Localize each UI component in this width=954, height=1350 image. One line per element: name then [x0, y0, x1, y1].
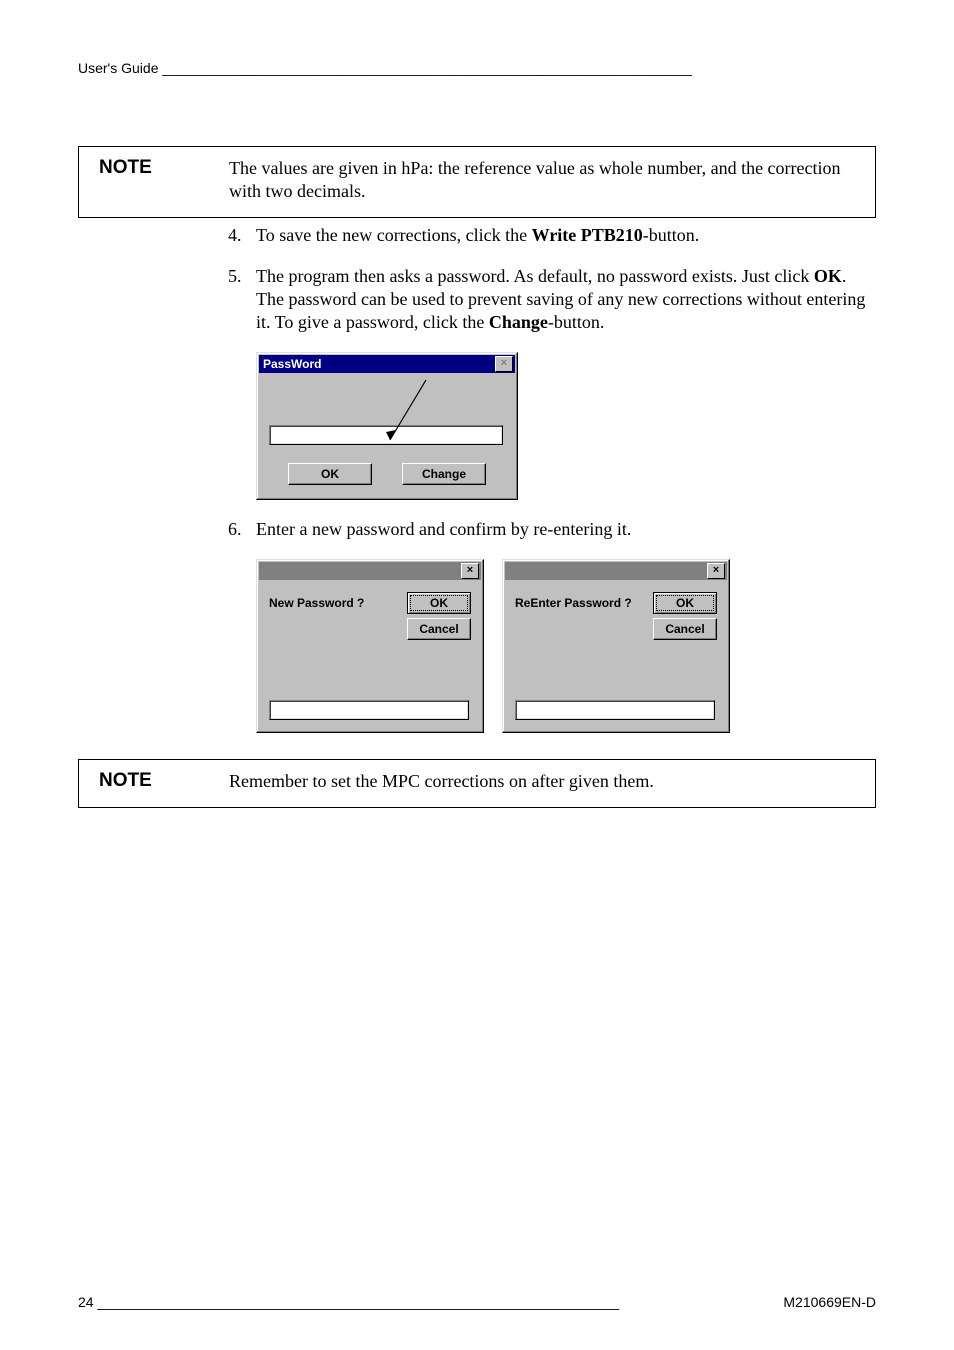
- step-6: 6. Enter a new password and confirm by r…: [228, 518, 876, 541]
- step-text: The program then asks a password. As def…: [256, 266, 814, 286]
- page-header: User's Guide ___________________________…: [78, 60, 876, 76]
- write-ptb210-ref: Write PTB210: [532, 225, 643, 245]
- close-icon[interactable]: ×: [461, 563, 479, 579]
- ok-button[interactable]: OK: [653, 592, 717, 614]
- password-input[interactable]: [269, 425, 503, 445]
- ok-button[interactable]: OK: [288, 463, 372, 485]
- step-text-post: -button.: [548, 312, 605, 332]
- reenter-password-label: ReEnter Password ?: [515, 592, 632, 610]
- new-password-label: New Password ?: [269, 592, 364, 610]
- note-label: NOTE: [93, 157, 229, 203]
- new-password-dialog: × New Password ? OK Cancel: [256, 559, 484, 733]
- step-4: 4. To save the new corrections, click th…: [228, 224, 876, 247]
- dialog-titlebar: PassWord ×: [259, 355, 515, 373]
- step-text: Enter a new password and confirm by re-e…: [256, 519, 631, 539]
- cancel-button[interactable]: Cancel: [653, 618, 717, 640]
- ok-ref: OK: [814, 266, 842, 286]
- new-password-input[interactable]: [269, 700, 469, 720]
- step-number: 4.: [228, 224, 242, 247]
- note-text: Remember to set the MPC corrections on a…: [229, 770, 654, 793]
- dialog-title: PassWord: [263, 357, 321, 371]
- cancel-button[interactable]: Cancel: [407, 618, 471, 640]
- dialog-titlebar: ×: [505, 562, 727, 580]
- close-icon[interactable]: ×: [707, 563, 725, 579]
- step-number: 5.: [228, 265, 242, 288]
- change-ref: Change: [489, 312, 548, 332]
- reenter-password-dialog: × ReEnter Password ? OK Cancel: [502, 559, 730, 733]
- step-number: 6.: [228, 518, 242, 541]
- close-icon[interactable]: ×: [495, 356, 513, 372]
- doc-id: M210669EN-D: [783, 1294, 876, 1310]
- step-5: 5. The program then asks a password. As …: [228, 265, 876, 334]
- step-text-post: -button.: [643, 225, 700, 245]
- ok-button[interactable]: OK: [407, 592, 471, 614]
- page-number: 24 _____________________________________…: [78, 1294, 619, 1310]
- password-dialog: PassWord × OK Change: [256, 352, 518, 500]
- dialog-titlebar: ×: [259, 562, 481, 580]
- note-text: The values are given in hPa: the referen…: [229, 157, 861, 203]
- change-button[interactable]: Change: [402, 463, 486, 485]
- note-label: NOTE: [93, 770, 229, 793]
- reenter-password-input[interactable]: [515, 700, 715, 720]
- note-box-1: NOTE The values are given in hPa: the re…: [78, 146, 876, 218]
- note-box-2: NOTE Remember to set the MPC corrections…: [78, 759, 876, 808]
- step-text: To save the new corrections, click the: [256, 225, 532, 245]
